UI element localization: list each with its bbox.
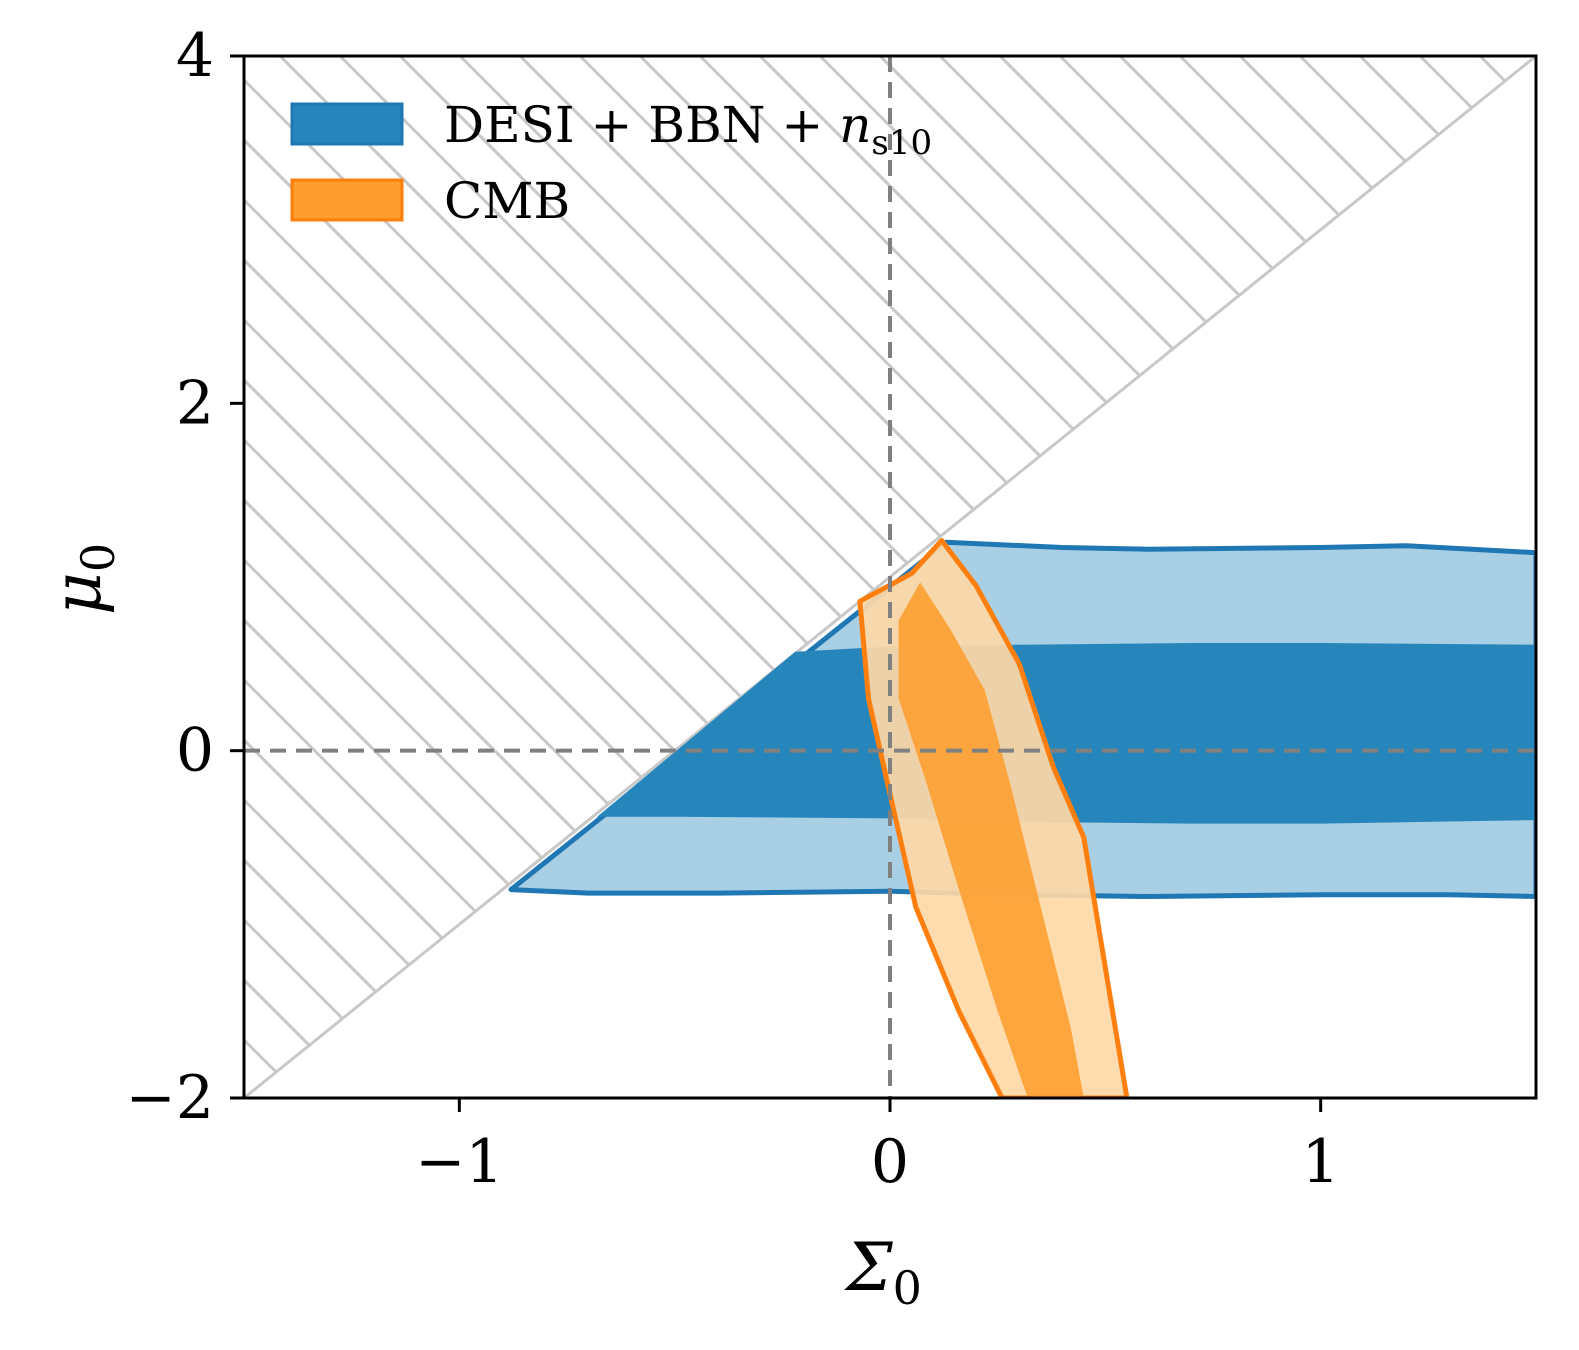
- hatch-line: [338, 56, 876, 592]
- hatch-line: [1178, 56, 1340, 216]
- hatch-line: [0, 56, 243, 1099]
- hatch-line: [244, 977, 311, 1047]
- hatch-line: [398, 56, 909, 565]
- hatch-line: [0, 56, 77, 1233]
- contour-68-cmb: [898, 582, 1084, 1098]
- x-tick-label: 1: [1302, 1127, 1340, 1197]
- contour-68-desi: [597, 643, 1536, 824]
- legend-swatch-cmb: [290, 178, 404, 222]
- hatch-line: [638, 56, 1042, 458]
- hatch-line: [758, 56, 1108, 404]
- hatch-line: [1298, 56, 1407, 163]
- hatch-line: [1571, 27, 1579, 56]
- hatch-line: [518, 56, 975, 511]
- axes: −1 0 1 −2 0 2 4: [126, 21, 1538, 1197]
- hatch-line: [244, 797, 411, 967]
- hatch-line: [0, 56, 44, 1260]
- hatch-line: [244, 197, 743, 699]
- hatch-line: [244, 437, 610, 806]
- x-tick-label: 0: [871, 1127, 909, 1197]
- x-axis-label: Σ0: [844, 1229, 922, 1315]
- hatch-line: [244, 737, 444, 940]
- hatch-line: [1118, 56, 1307, 243]
- hatch-line: [244, 377, 643, 779]
- reference-lines: [244, 56, 1536, 1098]
- hatch-line: [244, 257, 709, 725]
- hatch-line: [244, 557, 543, 859]
- y-axis-label: μ0: [39, 543, 125, 615]
- hatch-line: [278, 56, 842, 618]
- hatch-line: [938, 56, 1208, 324]
- hatch-line: [244, 1037, 278, 1074]
- hatch-line: [0, 56, 10, 1286]
- y-tick-label: −2: [126, 1063, 214, 1133]
- contours: [508, 538, 1536, 1098]
- legend: DESI + BBN + ns10 CMB: [290, 96, 932, 230]
- hatch-line: [1238, 56, 1374, 190]
- y-tick-label: 0: [176, 716, 214, 786]
- hatch-line: [578, 56, 1008, 484]
- hatch-line: [244, 317, 676, 752]
- hatch-line: [0, 56, 143, 1179]
- hatch-line: [998, 56, 1241, 297]
- y-tick-label: 4: [176, 21, 214, 91]
- x-tick-label: −1: [415, 1127, 503, 1197]
- hatch-line: [1058, 56, 1274, 270]
- hatch-line: [458, 56, 942, 538]
- legend-label-cmb: CMB: [444, 172, 570, 230]
- legend-label-desi: DESI + BBN + ns10: [444, 96, 932, 163]
- hatch-line: [818, 56, 1141, 377]
- legend-swatch-desi: [290, 102, 404, 146]
- series-cmb: [857, 538, 1130, 1098]
- hatch-line: [1538, 54, 1540, 56]
- hatch-line: [0, 56, 110, 1206]
- hatch-line: [698, 56, 1075, 431]
- hatch-line: [1478, 56, 1507, 83]
- hatch-line: [1358, 56, 1440, 136]
- hatch-line: [244, 677, 477, 913]
- hatch-line: [244, 137, 776, 672]
- hatch-line: [244, 617, 510, 886]
- hatch-line: [878, 56, 1174, 350]
- hatch-line: [1418, 56, 1473, 109]
- hatch-line: [244, 77, 809, 645]
- hatch-line: [244, 497, 577, 833]
- y-tick-label: 2: [176, 368, 214, 438]
